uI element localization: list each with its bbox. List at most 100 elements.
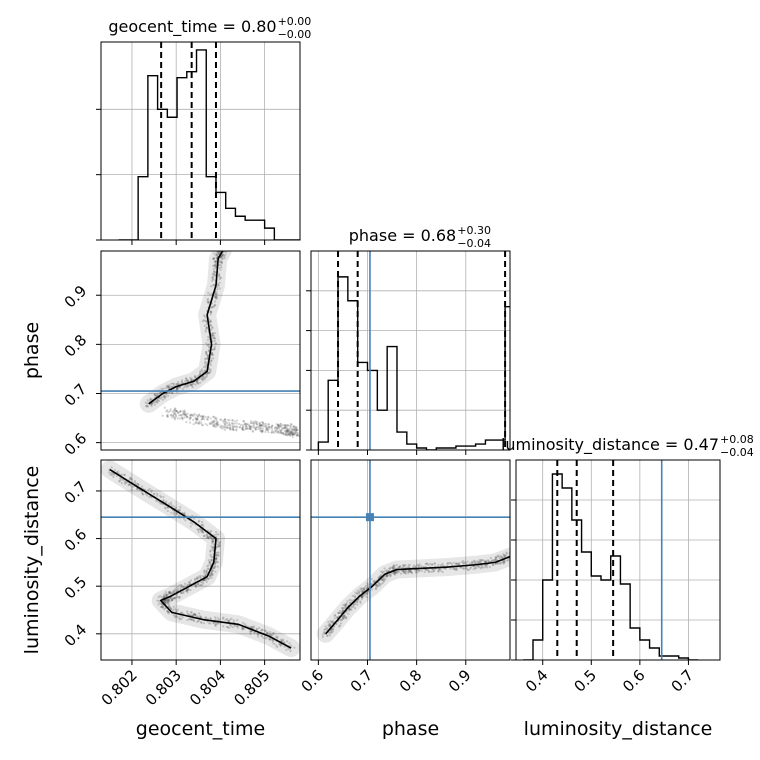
sample-point <box>403 571 406 574</box>
sample-point <box>172 414 175 417</box>
sample-point <box>159 494 162 497</box>
sample-point <box>294 427 297 430</box>
sample-point <box>206 565 209 568</box>
sample-point <box>220 261 223 264</box>
sample-point <box>213 273 216 276</box>
sample-point <box>278 431 281 434</box>
sample-point <box>146 399 149 402</box>
sample-point <box>285 648 288 651</box>
sample-point <box>205 580 208 583</box>
sample-point <box>258 424 262 427</box>
sample-point <box>218 544 221 547</box>
sample-point <box>502 561 505 564</box>
sample-point <box>292 425 295 428</box>
sample-point <box>231 626 235 629</box>
sample-point <box>177 411 180 415</box>
sample-point <box>410 570 413 573</box>
sample-point <box>341 607 344 610</box>
sample-point <box>286 424 289 427</box>
grid-phase_vs_geocent_time <box>101 294 300 444</box>
sample-point <box>202 366 206 369</box>
sample-point <box>474 561 477 565</box>
sample-point <box>193 577 196 581</box>
sample-point <box>241 428 244 431</box>
sample-point <box>130 478 133 481</box>
sample-point <box>207 301 210 304</box>
sample-point <box>203 369 206 372</box>
sample-point <box>416 571 419 574</box>
sample-point <box>261 422 265 425</box>
sample-point <box>503 555 506 558</box>
sample-point <box>258 424 261 427</box>
sample-point <box>466 568 469 571</box>
sample-point <box>218 544 221 547</box>
sample-point <box>271 638 274 642</box>
sample-point <box>164 500 167 504</box>
sample-point <box>166 600 169 603</box>
sample-point <box>172 511 176 514</box>
sample-point <box>205 534 208 537</box>
sample-point <box>205 350 208 354</box>
sample-point <box>182 412 185 415</box>
sample-point <box>202 531 205 534</box>
sample-point <box>218 277 221 281</box>
sample-point <box>199 574 202 577</box>
sample-point <box>284 424 287 427</box>
sample-point <box>241 427 244 430</box>
sample-point <box>393 571 396 574</box>
sample-point <box>133 481 136 484</box>
sample-point <box>154 395 158 398</box>
sample-point <box>120 478 123 481</box>
sample-point <box>189 413 193 416</box>
sample-point <box>236 625 239 628</box>
sample-point <box>190 618 193 621</box>
sample-point <box>173 615 177 619</box>
sample-point <box>195 583 199 586</box>
sample-point <box>209 320 212 323</box>
sample-point <box>475 565 478 568</box>
sample-point <box>271 428 274 431</box>
sample-point <box>321 635 325 639</box>
sample-point <box>181 410 185 413</box>
sample-point <box>174 596 177 599</box>
sample-point <box>216 254 219 257</box>
sample-point <box>162 593 166 596</box>
sample-point <box>159 605 163 609</box>
sample-point <box>279 424 282 427</box>
sample-point <box>237 422 241 426</box>
sample-point <box>403 570 406 573</box>
sample-point <box>172 512 175 516</box>
sample-point <box>326 634 329 637</box>
sample-point <box>324 627 327 631</box>
sample-point <box>454 562 458 565</box>
sample-point <box>281 638 284 641</box>
sample-point <box>211 542 214 545</box>
sample-point <box>206 534 209 538</box>
sample-point <box>189 378 193 381</box>
sample-point <box>227 620 230 623</box>
sample-point <box>200 368 204 371</box>
sample-point <box>200 418 203 421</box>
sample-point <box>215 290 218 294</box>
sample-point <box>296 434 299 437</box>
sample-point <box>214 260 217 263</box>
sample-point <box>337 611 341 615</box>
sample-point <box>274 426 277 429</box>
sample-point <box>274 429 277 433</box>
sample-point <box>285 430 288 433</box>
sample-point <box>162 395 165 398</box>
grid-luminosity_distance_vs_geocent_time <box>101 460 300 660</box>
sample-point <box>226 625 229 628</box>
sample-point <box>174 608 177 611</box>
sample-point <box>270 426 273 429</box>
sample-point <box>128 476 132 479</box>
sample-point <box>167 602 170 605</box>
sample-point <box>372 580 375 583</box>
sample-point <box>156 599 159 602</box>
sample-point <box>213 339 216 342</box>
sample-point <box>216 253 219 256</box>
sample-point <box>457 563 460 566</box>
sample-point <box>210 537 214 541</box>
sample-point <box>203 578 206 582</box>
sample-point <box>342 617 345 620</box>
